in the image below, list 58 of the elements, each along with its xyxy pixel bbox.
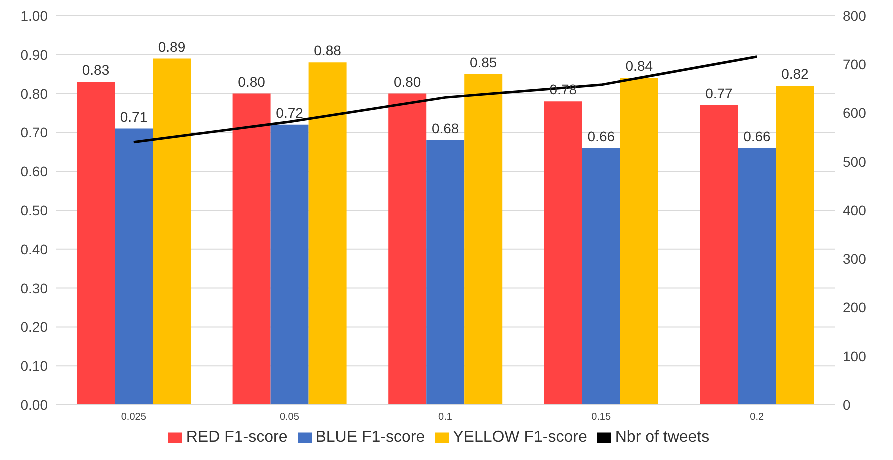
data-label: 0.68: [432, 120, 460, 136]
y-tick-label: 0.00: [20, 396, 48, 413]
bar: [270, 124, 309, 405]
data-label: 0.89: [158, 38, 186, 55]
y2-tick-label: 0: [843, 396, 851, 413]
data-label: 0.80: [238, 74, 266, 90]
data-label: 0.85: [470, 54, 498, 70]
y-tick-label: 0.70: [20, 124, 48, 141]
y-tick-label: 0.20: [20, 319, 48, 336]
y2-tick-label: 700: [843, 56, 867, 73]
y2-tick-label: 400: [843, 202, 867, 218]
y-tick-label: 0.10: [20, 358, 48, 374]
bar: [232, 94, 271, 405]
y2-tick-label: 800: [843, 8, 867, 24]
y2-tick-label: 200: [843, 300, 867, 316]
bar: [544, 102, 582, 405]
y-tick-label: 1.00: [20, 8, 48, 24]
data-label: 0.66: [744, 128, 772, 144]
bar: [776, 86, 814, 405]
y-tick-label: 0.50: [20, 202, 48, 218]
legend-label: YELLOW F1-score: [453, 429, 588, 446]
y-tick-label: 0.60: [20, 164, 48, 180]
data-label: 0.71: [120, 108, 148, 125]
data-label: 0.66: [588, 128, 616, 144]
bar: [77, 82, 115, 405]
data-label: 0.84: [626, 58, 654, 74]
y-tick-label: 0.80: [20, 86, 48, 102]
legend-label: Nbr of tweets: [615, 429, 710, 446]
legend-label: RED F1-score: [186, 429, 288, 446]
bar: [464, 74, 503, 405]
data-label: 0.72: [276, 104, 304, 121]
x-tick-label: 0.1: [438, 412, 453, 424]
bar: [308, 62, 347, 405]
y-tick-label: 0.30: [20, 280, 48, 296]
bar: [738, 148, 776, 405]
x-tick-label: 0.025: [121, 412, 147, 424]
data-label: 0.82: [782, 66, 810, 82]
x-tick-label: 0.15: [592, 412, 612, 424]
data-label: 0.77: [706, 85, 734, 102]
data-label: 0.88: [314, 42, 342, 59]
data-label: 0.80: [394, 74, 422, 90]
y2-tick-label: 100: [843, 348, 867, 364]
legend-label: BLUE F1-score: [316, 429, 426, 446]
bar: [582, 148, 620, 405]
bar: [700, 105, 738, 405]
data-label: 0.83: [82, 62, 110, 78]
y2-tick-label: 300: [843, 251, 867, 268]
y-tick-label: 0.90: [20, 46, 48, 63]
bar: [620, 78, 658, 405]
y2-tick-label: 500: [843, 154, 867, 170]
bar: [153, 58, 191, 405]
bar: [426, 140, 465, 405]
x-tick-label: 0.05: [280, 412, 300, 424]
y-tick-label: 0.40: [20, 241, 48, 258]
bar: [115, 128, 153, 405]
y2-tick-label: 600: [843, 105, 867, 122]
bar: [388, 94, 427, 405]
x-tick-label: 0.2: [750, 412, 764, 424]
